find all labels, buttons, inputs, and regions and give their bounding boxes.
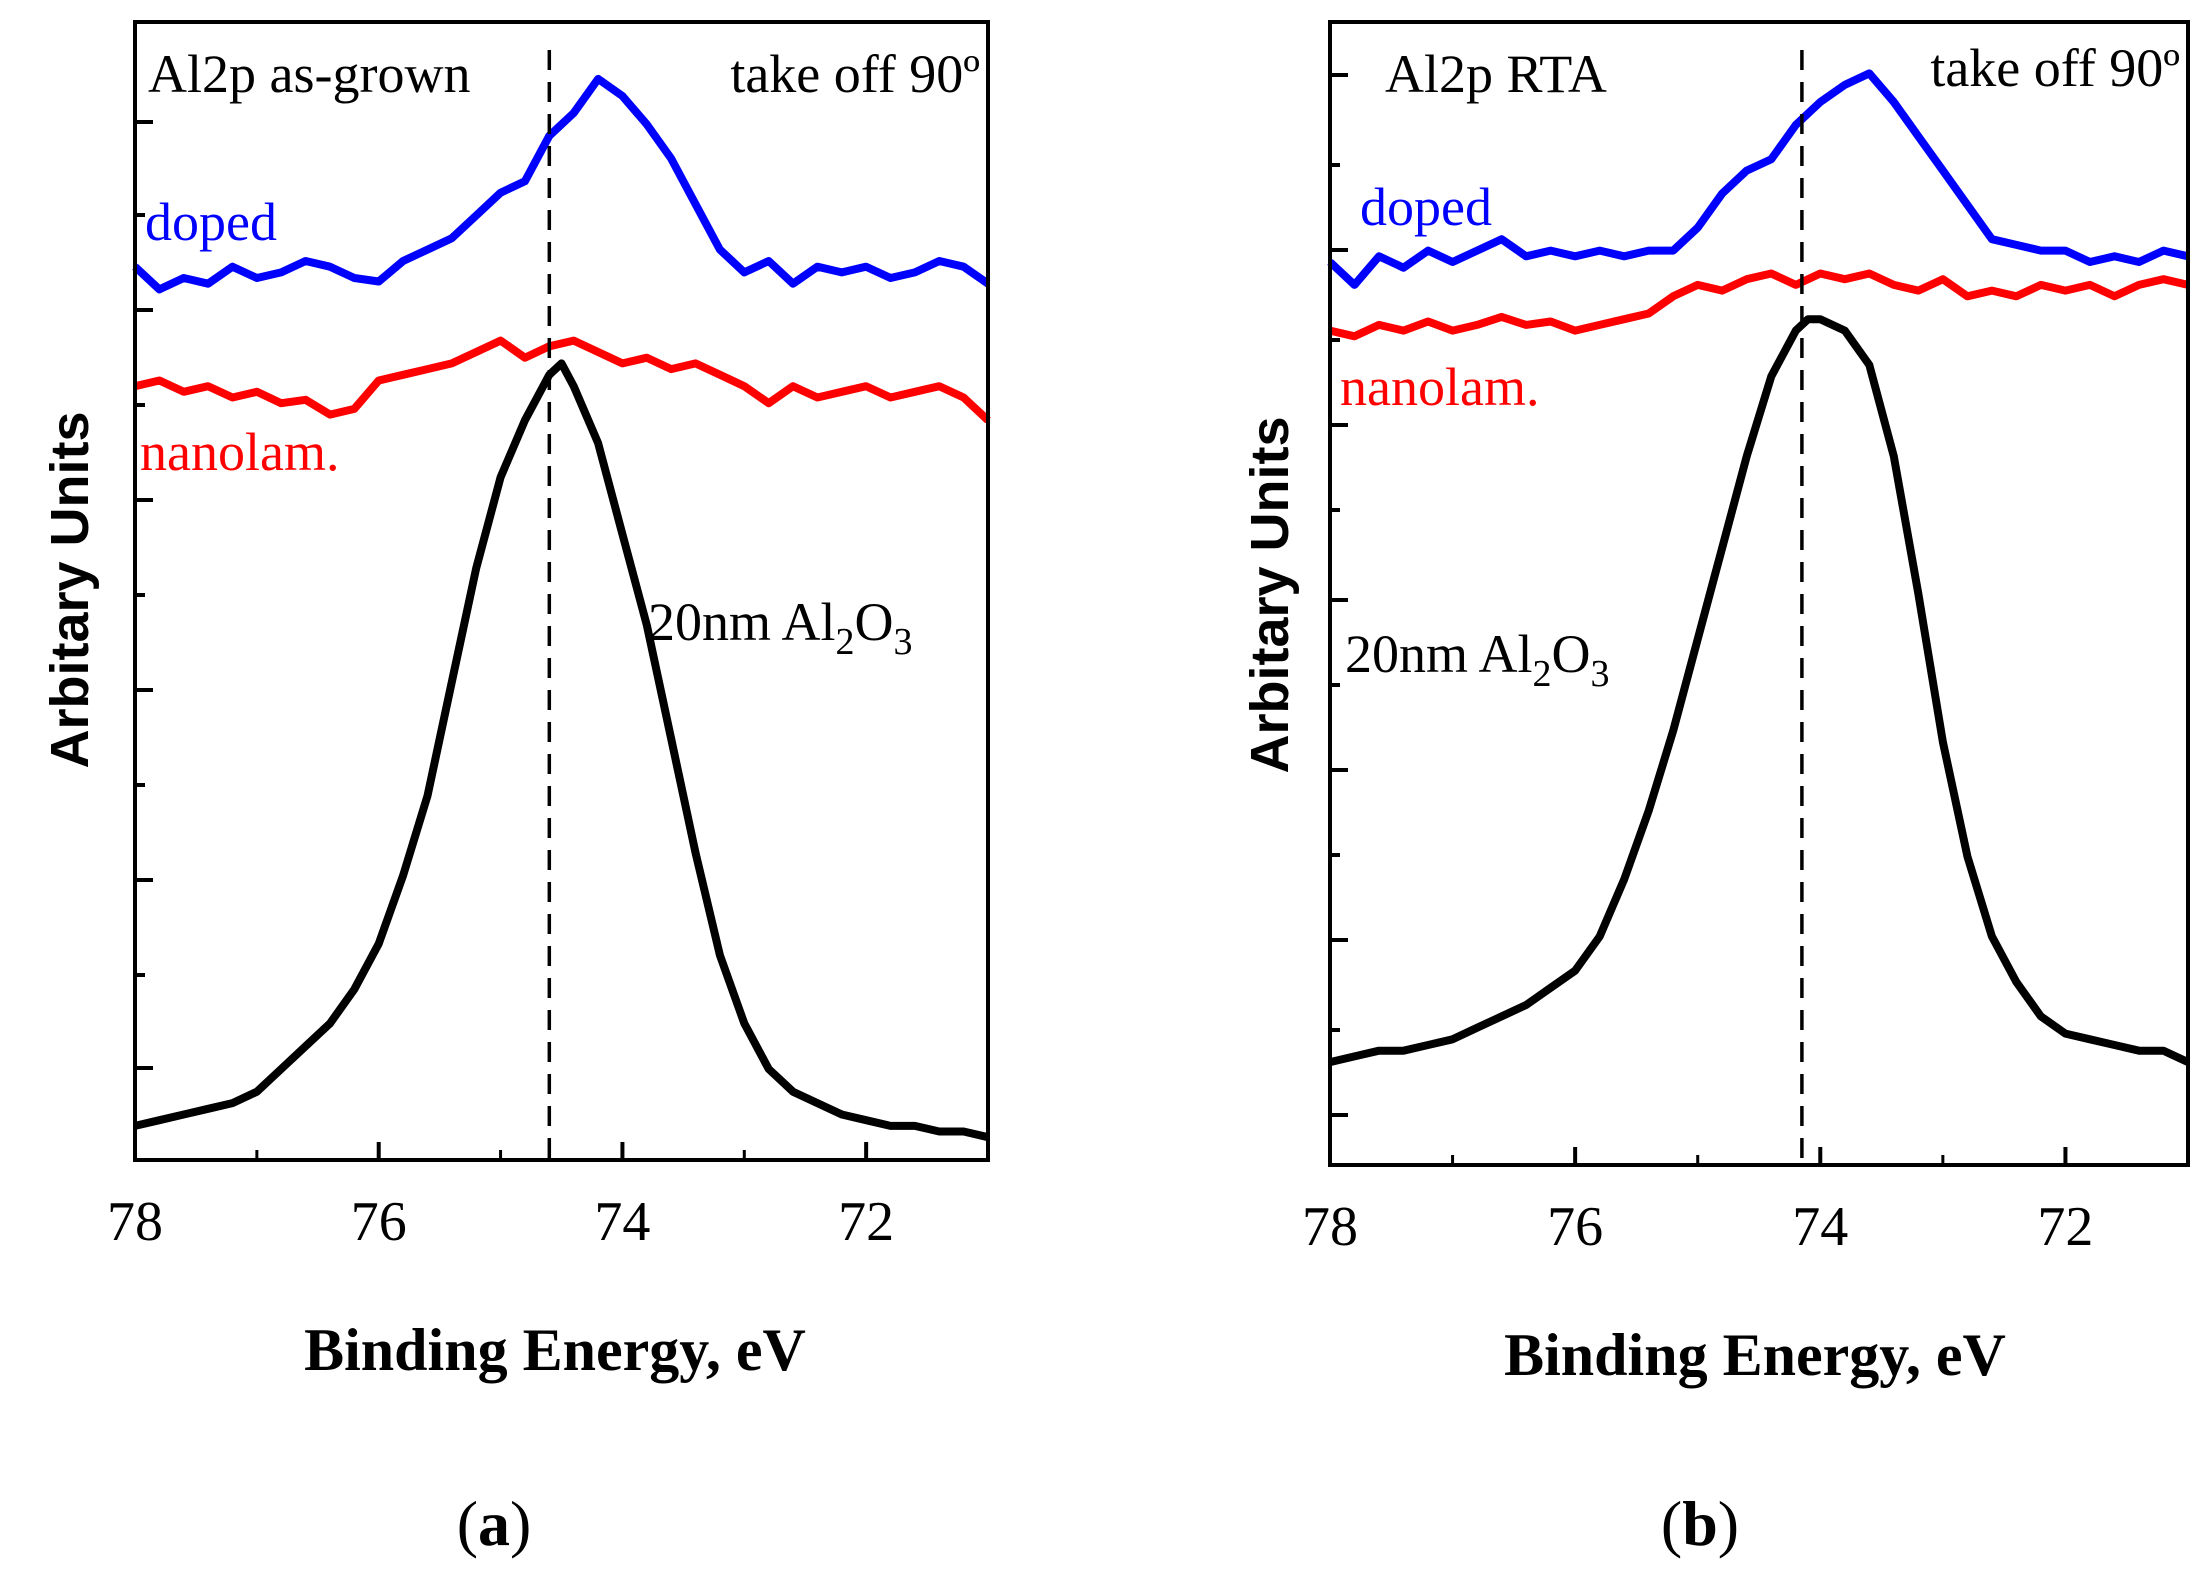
panel-a-series-doped xyxy=(132,74,991,294)
panel-a-x-tick-label-78: 78 xyxy=(107,1191,163,1253)
panel-a-x-ticks: 78 76 74 72 xyxy=(107,1142,894,1253)
panel-b-title-left: Al2p RTA xyxy=(1385,44,1607,104)
panel-b-x-tick-label-72: 72 xyxy=(2037,1196,2093,1258)
panel-b-series-nanolam xyxy=(1329,269,2189,341)
panel-a-y-ticks xyxy=(135,120,153,1070)
panel-a-series-nanolam xyxy=(134,336,991,424)
panel-a-x-tick-label-76: 76 xyxy=(351,1191,407,1253)
panel-b-y-axis-label: Arbitary Units xyxy=(1240,416,1300,773)
panel-b-oxide-label: 20nm Al2O3 xyxy=(1345,624,1610,695)
panel-b-series-doped xyxy=(1327,69,2189,289)
panel-b-doped-label: doped xyxy=(1360,177,1492,237)
panel-a-title-right: take off 90º xyxy=(730,44,980,104)
panel-a-panel-label: (a) xyxy=(457,1488,532,1559)
panel-a-doped-label: doped xyxy=(145,192,277,252)
panel-a-oxide-label: 20nm Al2O3 xyxy=(648,592,913,663)
panel-b-series-20nm-al2o3 xyxy=(1329,315,2190,1066)
panel-a-plot-frame xyxy=(133,20,990,1162)
panel-a-y-axis-label: Arbitary Units xyxy=(40,411,100,768)
panel-b-x-tick-label-76: 76 xyxy=(1547,1196,1603,1258)
panel-a-series-20nm-al2o3 xyxy=(134,359,989,1142)
panel-b-panel-label: (b) xyxy=(1661,1488,1739,1559)
panel-b-plot-frame xyxy=(1328,20,2190,1167)
panel-b: 78 76 74 72 Al2p RTA take off 90º doped nan… xyxy=(1240,20,2190,1559)
panel-a-nanolam-label: nanolam. xyxy=(140,422,339,482)
panel-b-curves xyxy=(1327,69,2190,1066)
panel-b-x-ticks: 78 76 74 72 xyxy=(1302,1147,2093,1258)
panel-b-x-tick-label-74: 74 xyxy=(1792,1196,1848,1258)
panel-b-x-axis-label: Binding Energy, eV xyxy=(1504,1322,2006,1388)
panel-a-x-tick-label-72: 72 xyxy=(838,1191,894,1253)
panel-b-x-tick-label-78: 78 xyxy=(1302,1196,1358,1258)
panel-a: 78 76 74 72 Al2p as-grown take off 90º dope… xyxy=(40,20,991,1559)
panel-a-x-tick-label-74: 74 xyxy=(594,1191,650,1253)
panel-b-nanolam-label: nanolam. xyxy=(1340,357,1539,417)
panel-a-title-left: Al2p as-grown xyxy=(148,44,470,104)
panel-b-title-right: take off 90º xyxy=(1930,38,2180,98)
panel-b-y-ticks xyxy=(1330,73,1348,1117)
panel-a-x-axis-label: Binding Energy, eV xyxy=(304,1317,806,1383)
panel-a-curves xyxy=(132,74,991,1142)
